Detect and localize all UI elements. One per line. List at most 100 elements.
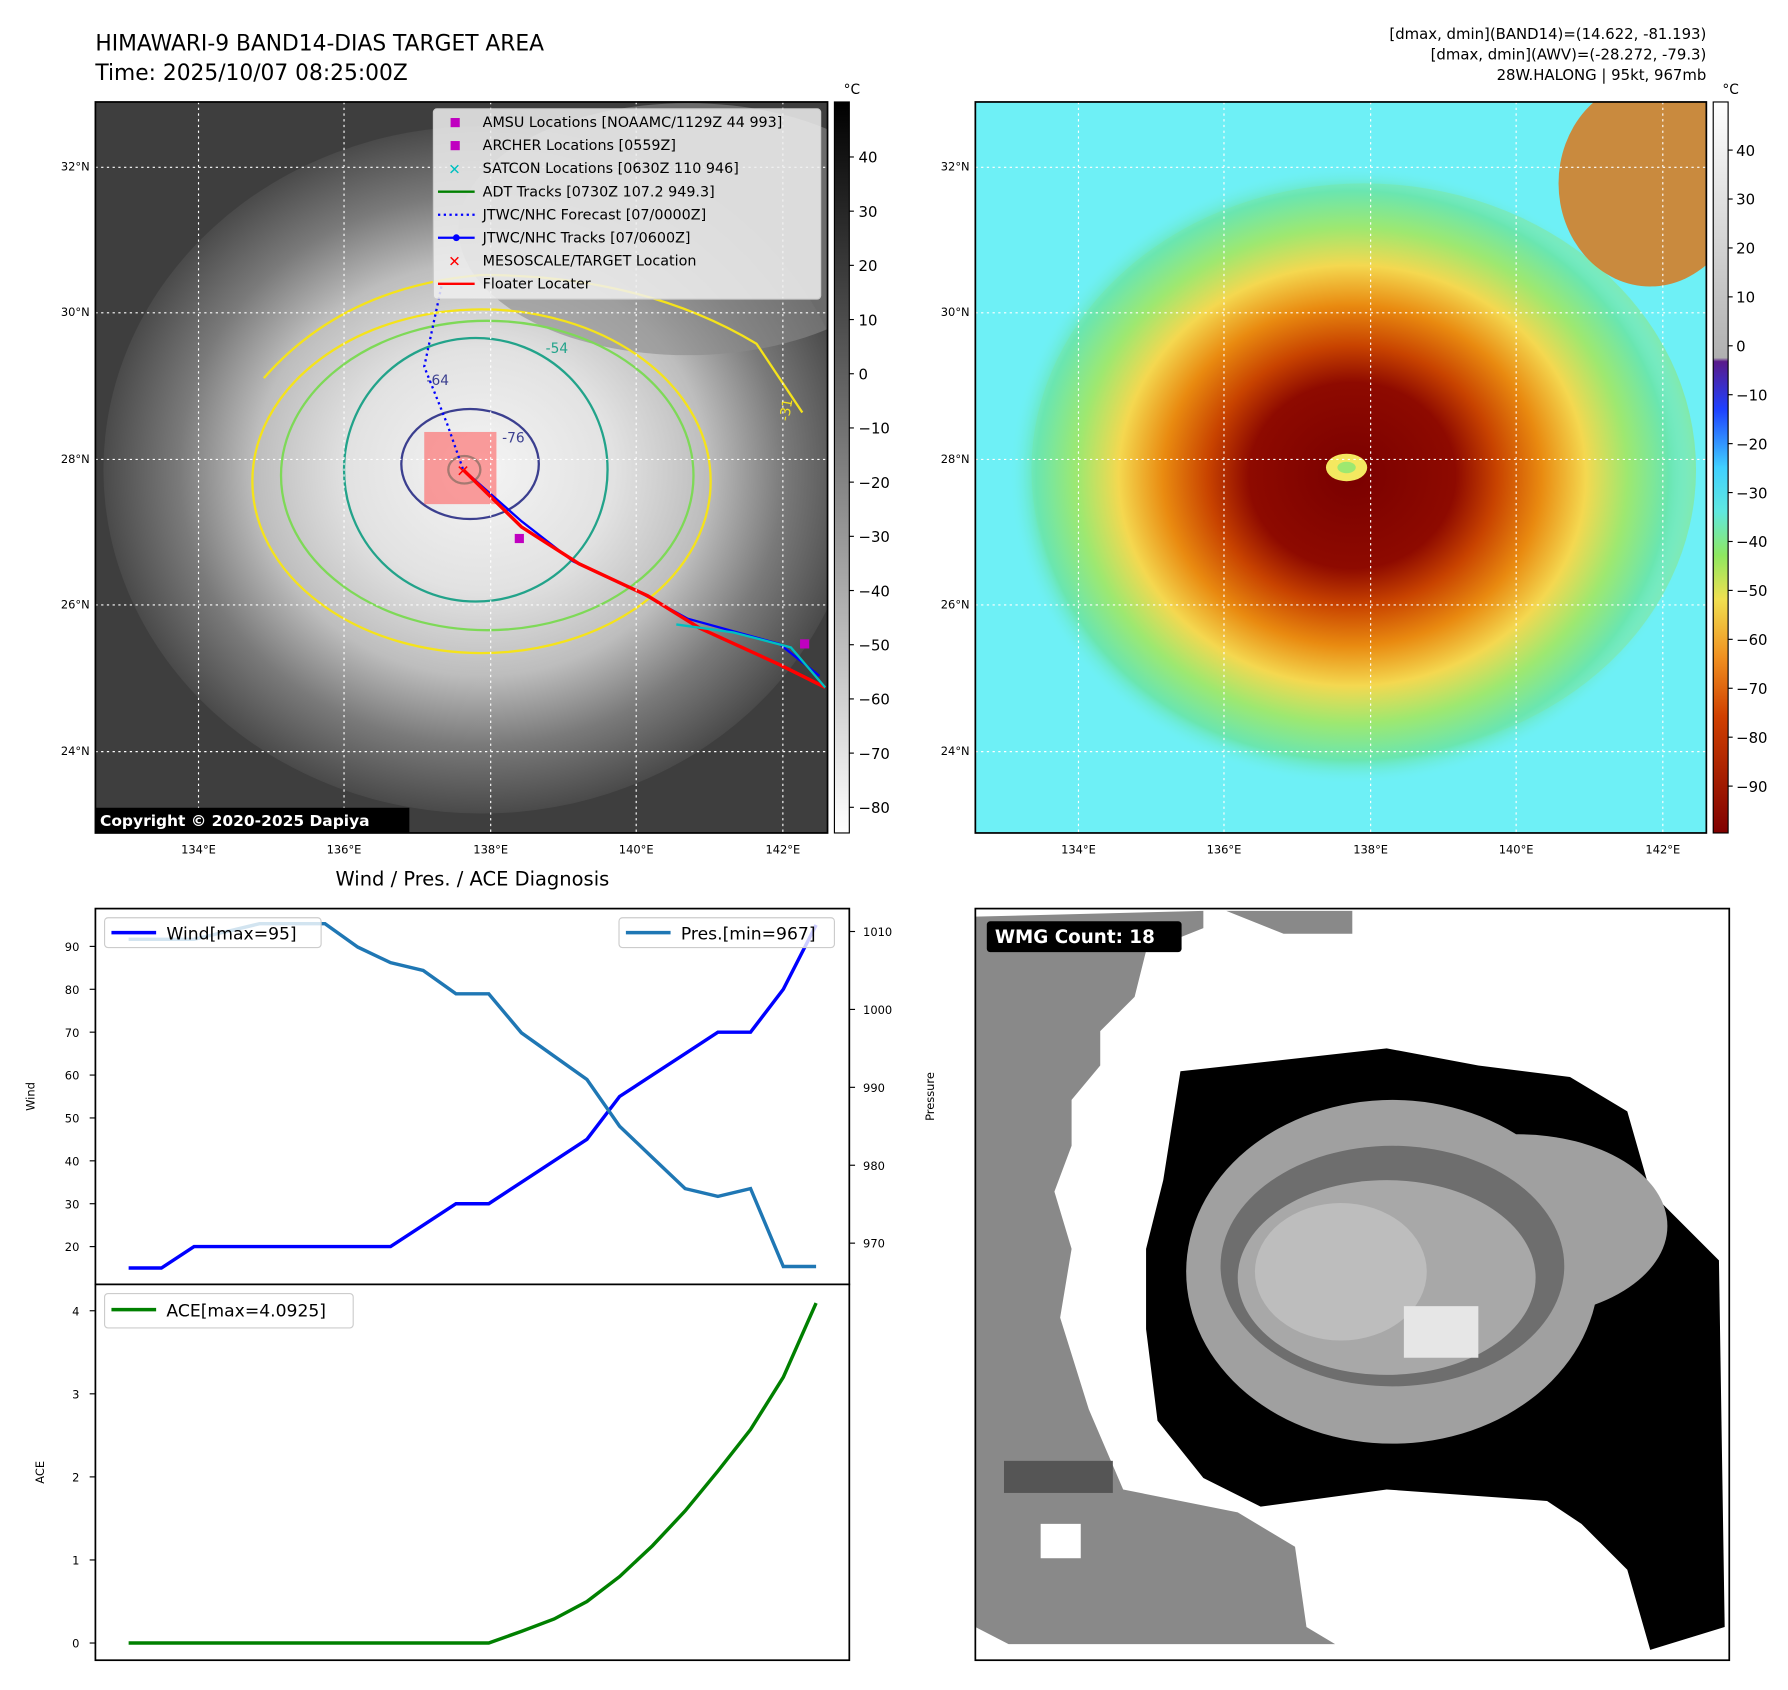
latitude-label: 30°N [61, 305, 90, 319]
colorbar-tick-label: 30 [858, 203, 877, 221]
axis-tick-label: 0 [72, 1637, 79, 1651]
storm-info: 28W.HALONG | 95kt, 967mb [1497, 66, 1707, 84]
colorbar-tick-label: 40 [1736, 142, 1755, 160]
wmg-panel: WMG Count: 18 [974, 907, 1731, 1662]
legend-item: Floater Locater [437, 276, 591, 292]
axis-tick-label: 1 [72, 1554, 79, 1568]
legend-item: ARCHER Locations [0559Z] [450, 138, 676, 154]
colorbar-tick-label: −20 [858, 474, 889, 492]
latitude-label: 32°N [61, 160, 90, 174]
latitude-label: 24°N [61, 744, 90, 758]
longitude-label: 142°E [765, 843, 800, 857]
ace-axis-label: ACE [33, 1461, 47, 1484]
colorbar-tick-label: −10 [858, 420, 889, 438]
latitude-label: 30°N [941, 305, 970, 319]
wmg-count-badge [986, 921, 1182, 953]
wind-legend-label: Wind[max=95] [166, 925, 296, 945]
x-marker-icon: ✕ [448, 253, 460, 271]
legend-item: JTWC/NHC Forecast [07/0000Z] [437, 207, 707, 223]
contour-label: -76 [502, 430, 524, 446]
wind-axis-label: Wind [24, 1082, 38, 1111]
wind-pressure-chart: Wind Pressure 20 30 40 50 60 70 80 90 970 980 990 1… [24, 907, 937, 1286]
axis-tick-label: 80 [65, 983, 80, 997]
map-grayscale-panel: -64 -76 -54 -31 ✕ [61, 101, 829, 857]
legend-label: AMSU Locations [NOAAMC/1129Z 44 993] [483, 115, 783, 131]
pressure-legend-label: Pres.[min=967] [681, 925, 816, 945]
ace-chart: ACE 0 1 2 3 4 ACE[max=4.0925] [33, 1283, 851, 1662]
legend-item: ADT Tracks [0730Z 107.2 949.3] [437, 184, 715, 200]
ace-series-line [128, 1302, 818, 1645]
axis-tick-label: 30 [65, 1197, 80, 1211]
jtwc-forecast-track [423, 286, 465, 471]
map-legend: AMSU Locations [NOAAMC/1129Z 44 993] ARCH… [432, 108, 822, 300]
colorbar-tick-label: −10 [1736, 386, 1767, 404]
axis-tick-label: 2 [72, 1470, 79, 1484]
wind-legend [103, 917, 322, 949]
amsu-marker [514, 533, 524, 544]
x-marker-icon: ✕ [448, 160, 460, 178]
archer-marker [800, 639, 810, 649]
colorbar-tick-label: −70 [858, 745, 889, 763]
colorbar-color: °C 40 30 20 10 0 −10 −20 −30 −40 −50 −60 −70 −80 −90 [1712, 82, 1768, 834]
colorbar-unit: °C [1722, 82, 1738, 98]
legend-label: MESOSCALE/TARGET Location [483, 253, 697, 269]
latitude-label: 32°N [941, 160, 970, 174]
legend-item: AMSU Locations [NOAAMC/1129Z 44 993] [450, 115, 783, 131]
colorbar-tick-label: −60 [1736, 631, 1767, 649]
colorbar-tick-label: 10 [1736, 289, 1755, 307]
map-grid [975, 101, 1707, 833]
latitude-label: 28°N [941, 452, 970, 466]
awv-range-info: [dmax, dmin](AWV)=(-28.272, -79.3) [1431, 46, 1707, 64]
longitude-label: 136°E [327, 843, 362, 857]
longitude-label: 138°E [1353, 843, 1388, 857]
legend-item: JTWC/NHC Tracks [07/0600Z] [437, 230, 691, 246]
colorbar-tick-label: 20 [858, 257, 877, 275]
colorbar-tick-label: 40 [858, 149, 877, 167]
colorbar-tick-label: −50 [1736, 582, 1767, 600]
legend-item: ✕ MESOSCALE/TARGET Location [448, 253, 696, 271]
colorbar-tick-label: −70 [1736, 680, 1767, 698]
ace-legend-label: ACE[max=4.0925] [166, 1301, 326, 1321]
legend-label: SATCON Locations [0630Z 110 946] [483, 161, 739, 177]
colorbar-tick-label: −50 [858, 636, 889, 654]
legend-label: ARCHER Locations [0559Z] [483, 138, 676, 154]
axis-tick-label: 970 [863, 1237, 885, 1251]
target-location-marker: ✕ [456, 462, 469, 481]
square-marker-icon [450, 141, 460, 151]
colorbar-tick-label: −30 [858, 528, 889, 546]
axis-tick-label: 980 [863, 1159, 885, 1173]
colorbar-grayscale: °C 40 30 20 10 0 −10 −20 −30 −40 −50 −60 −70 −80 [833, 82, 890, 834]
legend-label: JTWC/NHC Forecast [07/0000Z] [482, 207, 707, 223]
latitude-label: 28°N [61, 452, 90, 466]
axis-tick-label: 50 [65, 1112, 80, 1126]
longitude-label: 140°E [619, 843, 654, 857]
diagnosis-title: Wind / Pres. / ACE Diagnosis [335, 868, 609, 891]
colorbar-tick-label: −40 [1736, 533, 1767, 551]
colorbar-tick-label: −20 [1736, 435, 1767, 453]
legend-item: ✕ SATCON Locations [0630Z 110 946] [448, 160, 738, 178]
legend-label: Floater Locater [483, 276, 591, 292]
square-marker-icon [450, 118, 460, 128]
longitude-label: 142°E [1645, 843, 1680, 857]
longitude-label: 134°E [1061, 843, 1096, 857]
axis-tick-label: 990 [863, 1081, 885, 1095]
map-color-panel: 32°N 30°N 28°N 26°N 24°N 134°E 136°E 138°E 140°E… [941, 101, 1708, 857]
colorbar-tick-label: −40 [858, 582, 889, 600]
ace-legend [103, 1292, 354, 1329]
band14-range-info: [dmax, dmin](BAND14)=(14.622, -81.193) [1389, 25, 1706, 43]
colorbar-tick-label: −80 [858, 799, 889, 817]
floater-track [461, 468, 827, 689]
colorbar-tick-label: 10 [858, 311, 877, 329]
colorbar-tick-label: 20 [1736, 240, 1755, 258]
axis-tick-label: 1000 [863, 1003, 892, 1017]
pressure-axis-label: Pressure [923, 1072, 937, 1121]
axis-tick-label: 1010 [863, 925, 892, 939]
axis-tick-label: 3 [72, 1387, 79, 1401]
satcon-track [676, 623, 827, 689]
figure-title: HIMAWARI-9 BAND14-DIAS TARGET AREA [95, 31, 544, 56]
latitude-label: 24°N [941, 744, 970, 758]
axis-tick-label: 40 [65, 1154, 80, 1168]
colorbar-tick-label: 30 [1736, 191, 1755, 209]
pressure-legend [618, 917, 835, 949]
axis-tick-label: 60 [65, 1069, 80, 1083]
